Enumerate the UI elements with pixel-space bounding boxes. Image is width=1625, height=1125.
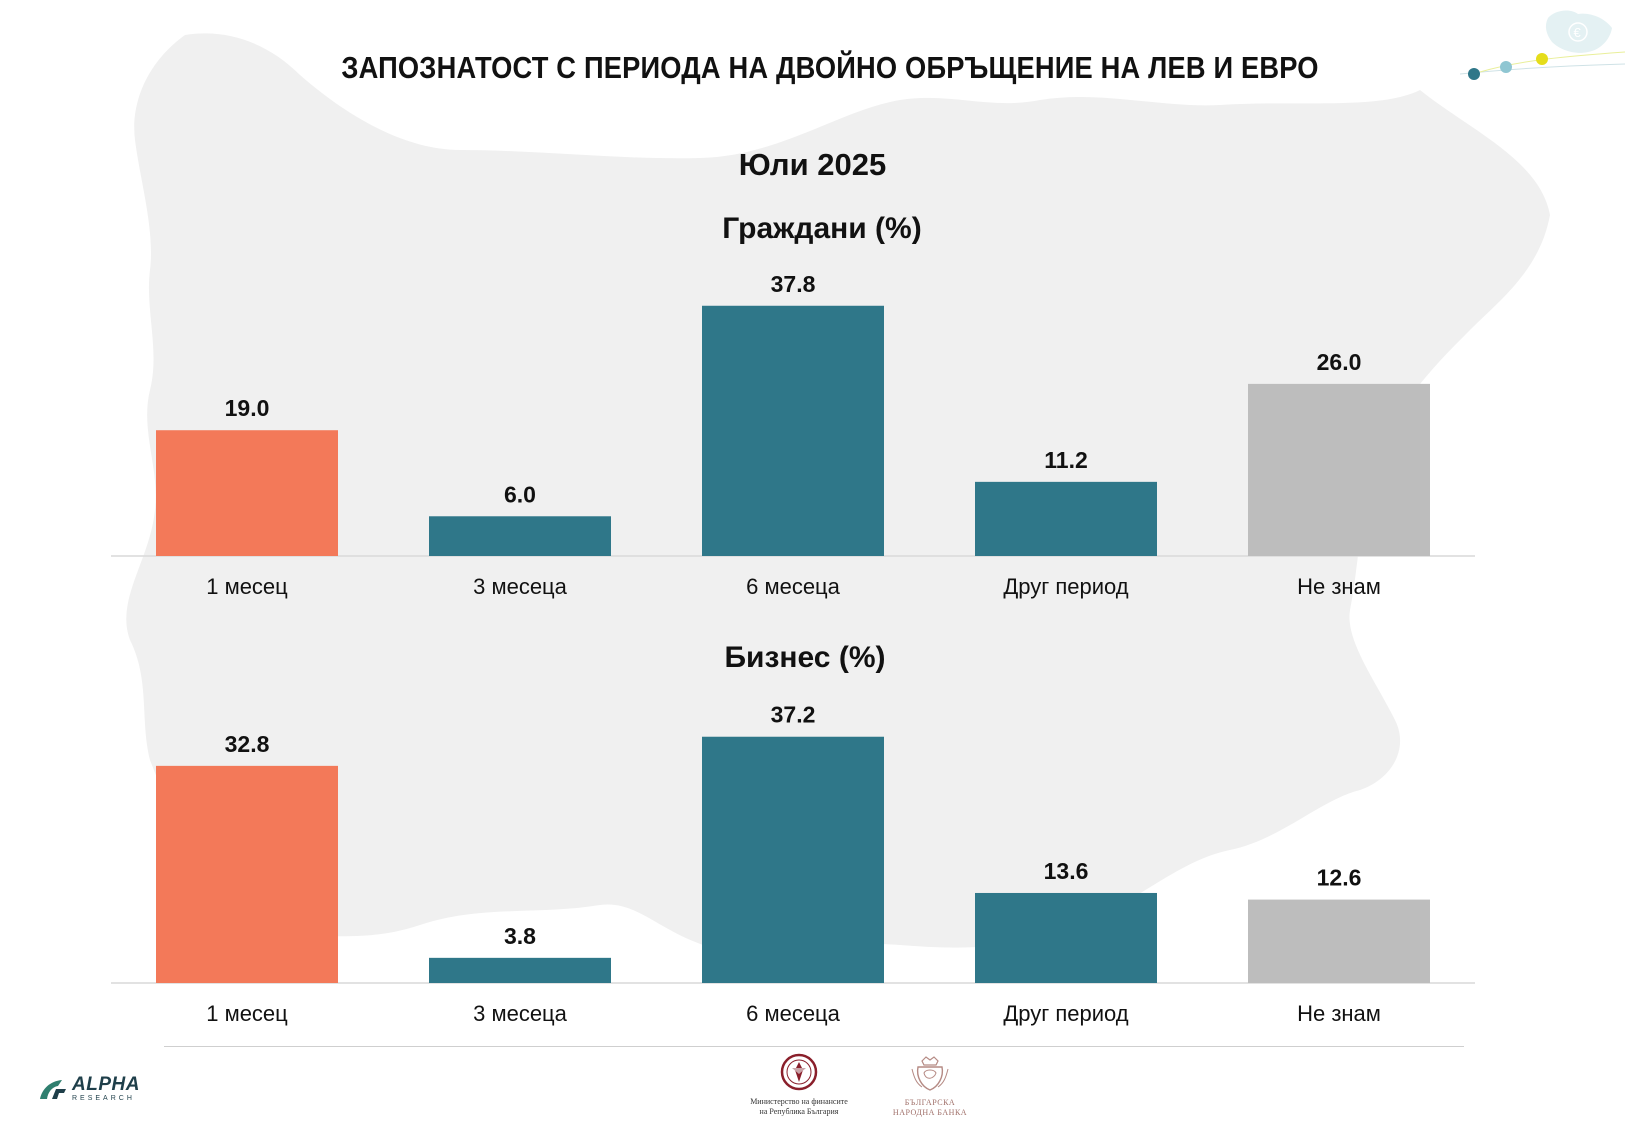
period-subtitle: Юли 2025: [738, 147, 887, 182]
value-label-5: 26.0: [1317, 349, 1362, 375]
value-label-5: 12.6: [1317, 865, 1362, 891]
value-label-4: 11.2: [1044, 447, 1088, 473]
category-label-4: Друг период: [1003, 574, 1128, 599]
alpha-logo-icon: [40, 1079, 66, 1099]
bar-1: [156, 765, 338, 983]
category-label-3: 6 месеца: [746, 1001, 841, 1026]
bulgarian-national-bank-logo: БЪЛГАРСКА НАРОДНА БАНКА: [890, 1055, 970, 1118]
page-title: ЗАПОЗНАТОСТ С ПЕРИОДА НА ДВОЙНО ОБРЪЩЕНИ…: [341, 50, 1319, 85]
bar-2: [429, 516, 611, 556]
bar-2: [429, 957, 611, 983]
value-label-1: 32.8: [225, 731, 270, 757]
bar-chart-business: 32.8 1 месец 3.8 3 месеца 37.2 6 месеца 13.6 Др…: [111, 702, 1475, 1026]
bnb-logo-line2: НАРОДНА БАНКА: [892, 1108, 968, 1117]
chart-title-business: Бизнес (%): [724, 641, 886, 674]
mof-logo-line2: на Република България: [759, 1107, 839, 1116]
bnb-logo-line1: БЪЛГАРСКА: [904, 1098, 956, 1107]
value-label-2: 3.8: [504, 923, 536, 949]
bnb-crest-icon: [911, 1056, 949, 1091]
value-label-2: 6.0: [504, 481, 536, 507]
bar-4: [975, 481, 1157, 556]
value-label-3: 37.2: [771, 702, 816, 728]
mof-logo-line1: Министерство на финансите: [750, 1097, 848, 1106]
bar-3: [702, 736, 884, 983]
bar-5: [1248, 383, 1430, 556]
bar-1: [156, 430, 338, 556]
category-label-2: 3 месеца: [473, 1001, 568, 1026]
category-label-1: 1 месец: [206, 1001, 288, 1026]
chart-title-citizens: Граждани (%): [722, 212, 922, 245]
footer-divider: [164, 1046, 1464, 1047]
value-label-4: 13.6: [1044, 858, 1089, 884]
category-label-4: Друг период: [1003, 1001, 1128, 1026]
category-label-3: 6 месеца: [746, 574, 841, 599]
value-label-3: 37.8: [771, 271, 816, 297]
value-label-1: 19.0: [225, 395, 270, 421]
bar-3: [702, 305, 884, 556]
svg-text:€: €: [1574, 25, 1582, 40]
alpha-research-logo: ALPHA RESEARCH: [38, 1075, 140, 1102]
category-label-2: 3 месеца: [473, 574, 568, 599]
ministry-of-finance-logo: Министерство на финансите на Република Б…: [744, 1052, 854, 1117]
decorative-euro-corner: €: [1460, 10, 1625, 80]
euro-icon: [1568, 22, 1588, 42]
alpha-logo-subtext: RESEARCH: [72, 1095, 135, 1102]
category-label-5: Не знам: [1297, 1001, 1381, 1026]
bar-4: [975, 892, 1157, 983]
bar-chart-citizens: 19.0 1 месец 6.0 3 месеца 37.8 6 месеца 11.2 Др…: [111, 271, 1475, 599]
mof-emblem-icon: [780, 1053, 818, 1091]
bar-5: [1248, 899, 1430, 983]
category-label-1: 1 месец: [206, 574, 288, 599]
alpha-logo-text: ALPHA: [72, 1074, 140, 1095]
category-label-5: Не знам: [1297, 574, 1381, 599]
